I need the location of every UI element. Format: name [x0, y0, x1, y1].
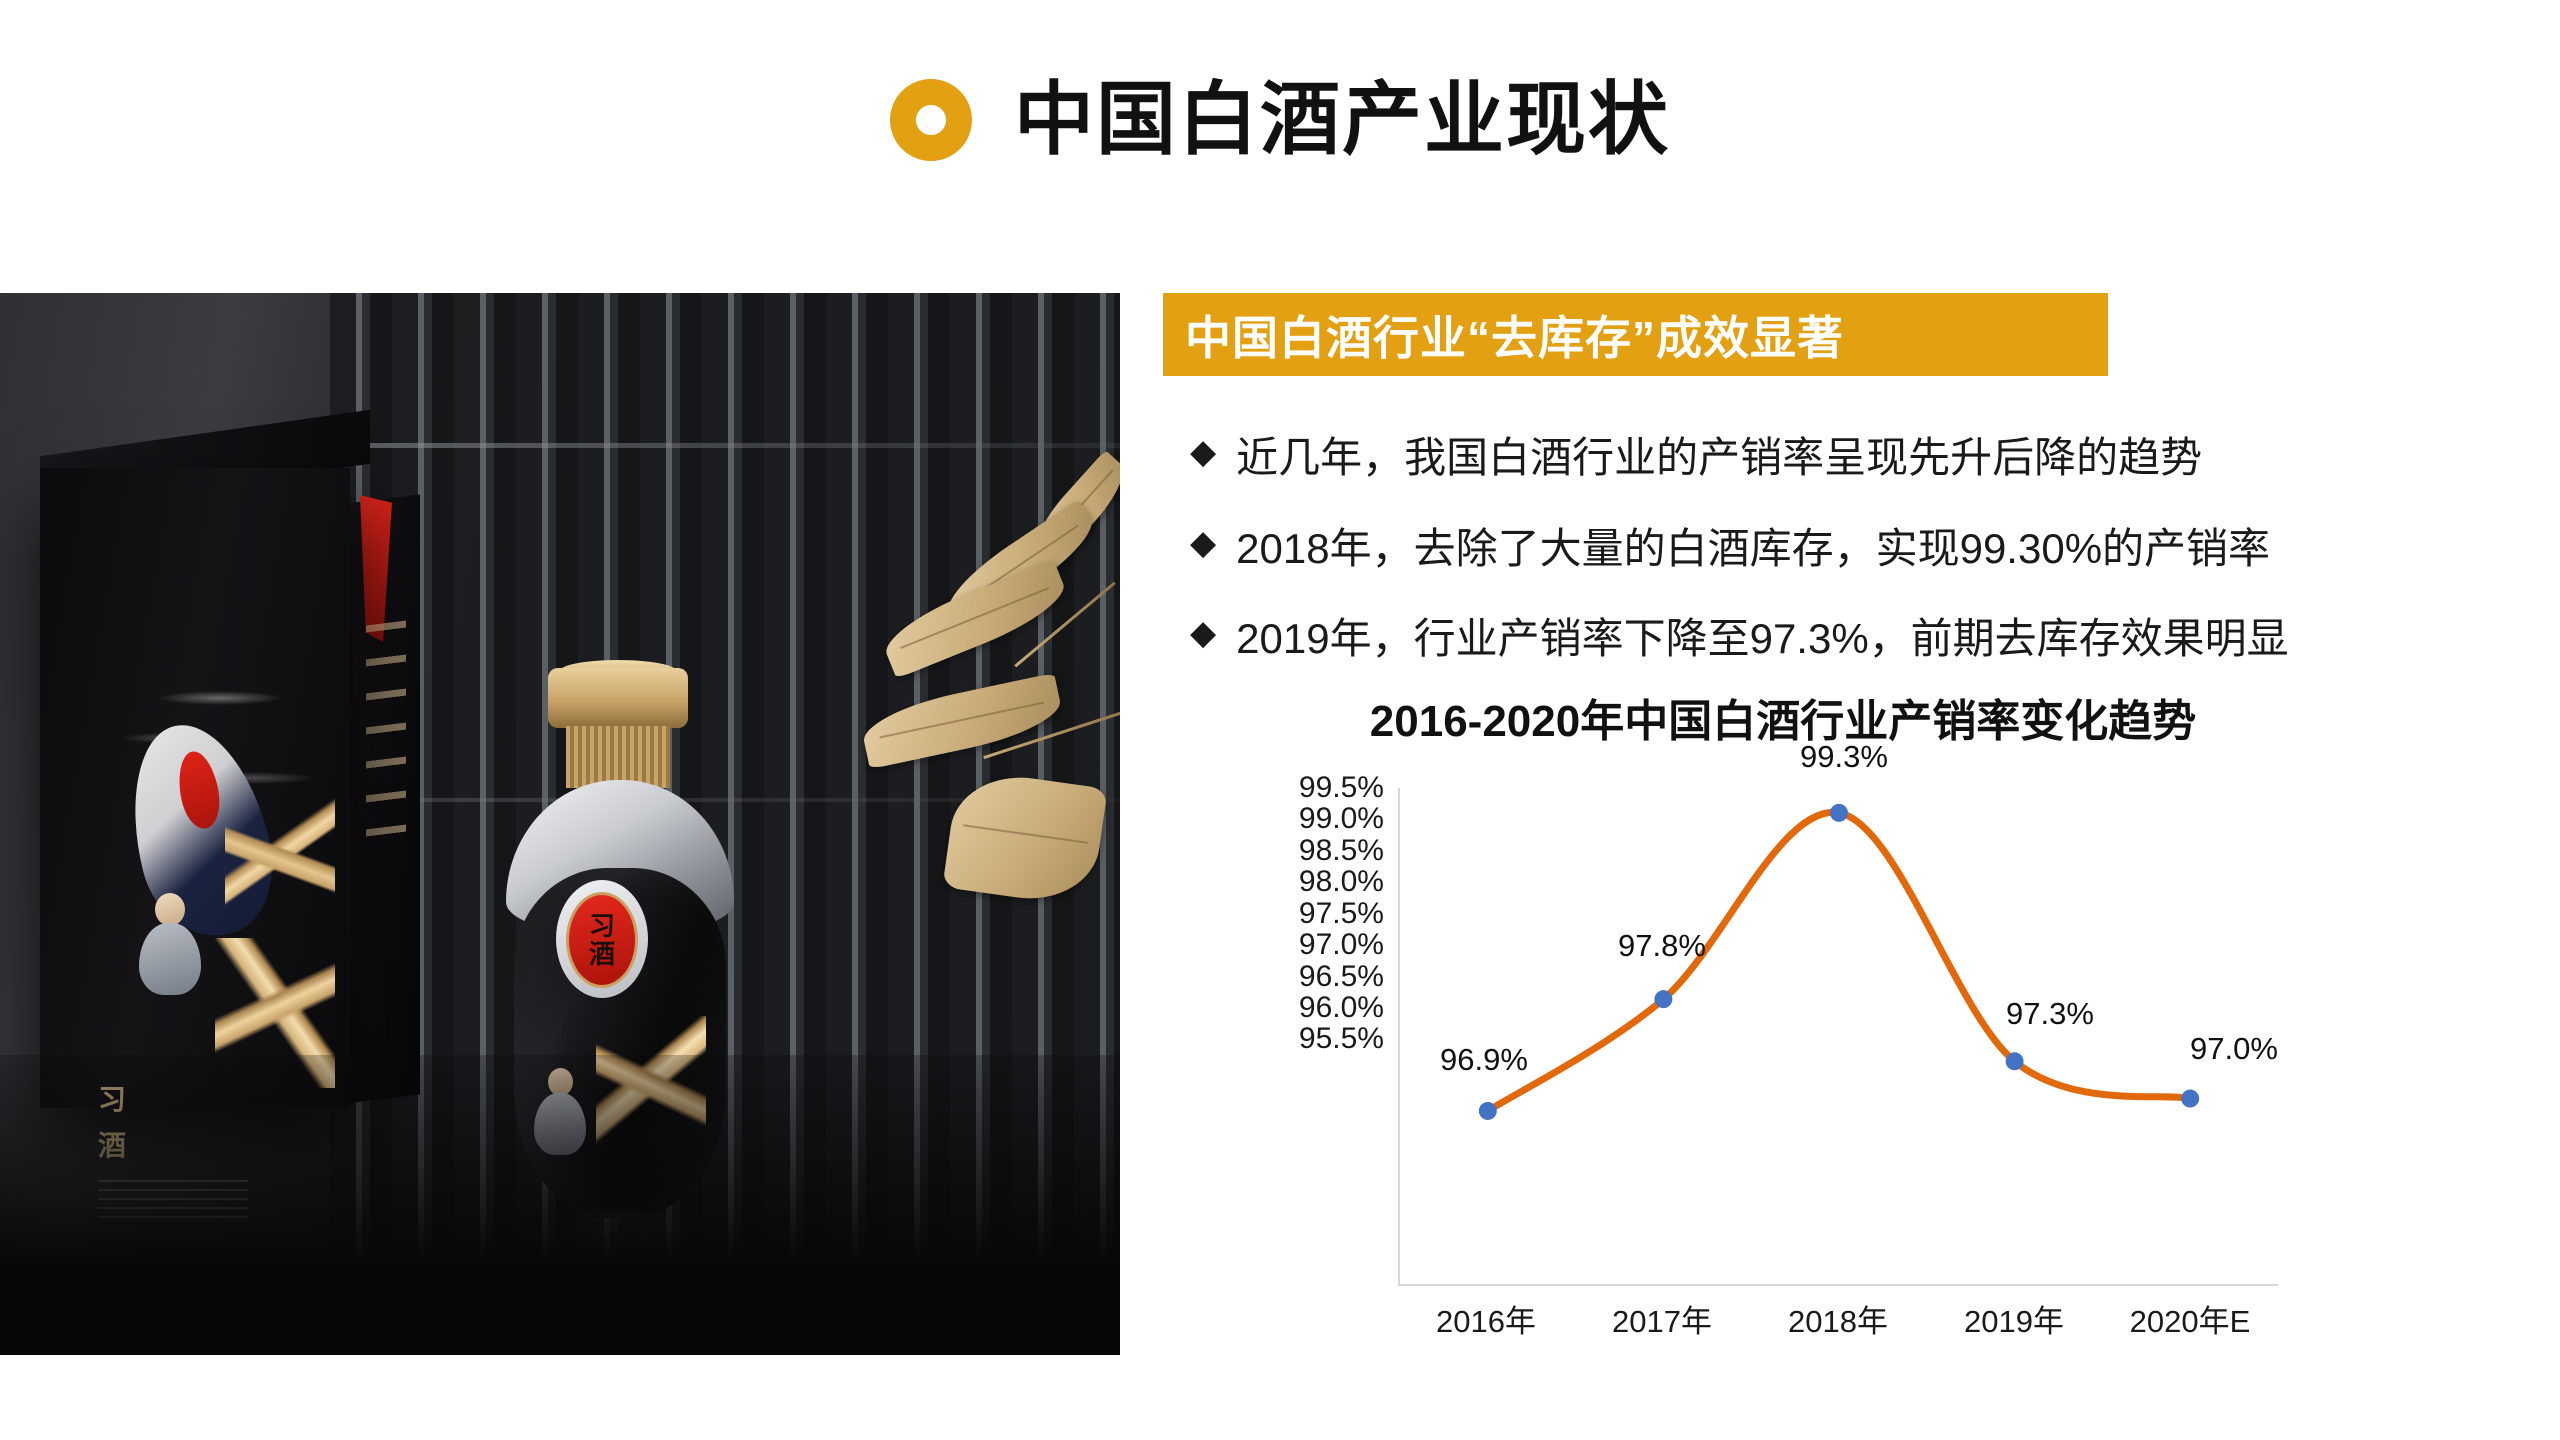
data-point-marker [1830, 803, 1848, 822]
gold-calligraphy-upper [225, 798, 335, 928]
section-banner: 中国白酒行业“去库存”成效显著 [1163, 293, 2108, 376]
bullet-text: 近几年，我国白酒行业的产销率呈现先升后降的趋势 [1236, 434, 2203, 481]
data-point-label: 96.9% [1440, 1041, 1528, 1077]
data-point-label: 99.3% [1800, 738, 1888, 774]
list-item: ◆ 2019年，行业产销率下降至97.3%，前期去库存效果明显 [1190, 613, 2520, 666]
bottle-neck [566, 726, 670, 788]
page-title-text: 中国白酒产业现状 [1014, 75, 1670, 164]
monk-figure [135, 893, 203, 1001]
x-axis-tick-label: 2016年 [1436, 1304, 1536, 1339]
x-axis-tick-label: 2019年 [1964, 1304, 2064, 1339]
bottle-red-seal: 习 酒 [566, 892, 638, 988]
y-axis-tick-label: 98.0% [1298, 865, 1384, 899]
monk-body [139, 923, 201, 995]
y-axis-tick-label: 95.5% [1298, 1022, 1384, 1056]
slat-crossbar-lower [330, 798, 1120, 802]
chart-series-svg [1478, 803, 2200, 1120]
x-axis-tick-label: 2020年E [2129, 1304, 2251, 1339]
y-axis-tick-label: 99.5% [1298, 771, 1384, 804]
diamond-bullet-icon: ◆ [1190, 433, 1217, 471]
y-axis-tick-label: 98.5% [1298, 833, 1384, 867]
ring-icon [890, 79, 972, 161]
section-banner-text: 中国白酒行业“去库存”成效显著 [1185, 311, 1844, 364]
series-markers [1478, 803, 2200, 1120]
x-axis-tick-label: 2017年 [1612, 1304, 1712, 1339]
monk-head [155, 893, 185, 926]
y-axis-tick-label: 99.0% [1298, 802, 1384, 836]
y-axis-tick-label: 96.5% [1298, 959, 1384, 993]
bullet-text: 2018年，去除了大量的白酒库存，实现99.30%的产销率 [1236, 524, 2271, 572]
bullet-list: ◆ 近几年，我国白酒行业的产销率呈现先升后降的趋势 ◆ 2018年，去除了大量的… [1190, 432, 2520, 704]
gift-box-front: 习 酒 [40, 468, 350, 1220]
data-point-marker [1654, 990, 1673, 1009]
data-point-label: 97.8% [1618, 927, 1706, 963]
data-point-label: 97.3% [2006, 995, 2094, 1031]
line-chart: 99.5% 99.0% 98.5% 98.0% 97.5% 97.0% 96.5% 96.0%… [1280, 739, 2340, 1370]
seal-char-1: 习 [588, 911, 615, 941]
y-axis-tick-label: 97.0% [1298, 928, 1384, 962]
diamond-bullet-icon: ◆ [1190, 614, 1217, 652]
diamond-bullet-icon: ◆ [1190, 523, 1217, 562]
data-point-marker [1478, 1101, 1497, 1120]
list-item: ◆ 近几年，我国白酒行业的产销率呈现先升后降的趋势 [1190, 432, 2520, 485]
page-title: 中国白酒产业现状 [0, 60, 2560, 180]
photo-floor-shadow [0, 1055, 1120, 1355]
series-line [1484, 809, 2194, 1115]
x-axis-labels: 2016年 2017年 2018年 2019年 2020年E [1398, 1296, 2278, 1356]
gift-box-side-text [366, 620, 406, 846]
y-axis-labels: 99.5% 99.0% 98.5% 98.0% 97.5% 97.0% 96.5% 96.0%… [1280, 771, 1392, 1300]
y-axis-tick-label: 97.5% [1298, 896, 1384, 930]
bottle-cap [548, 668, 688, 728]
chart-plot-area [1398, 788, 2278, 1286]
chart-title: 2016-2020年中国白酒行业产销率变化趋势 [1369, 697, 2197, 746]
bullet-text: 2019年，行业产销率下降至97.3%，前期去库存效果明显 [1236, 615, 2289, 662]
data-point-label: 97.0% [2190, 1031, 2278, 1067]
data-point-marker [2181, 1089, 2200, 1108]
seal-char-2: 酒 [588, 939, 615, 969]
list-item: ◆ 2018年，去除了大量的白酒库存，实现99.30%的产销率 [1190, 523, 2520, 576]
data-point-marker [2005, 1052, 2024, 1071]
y-axis-tick-label: 96.0% [1298, 991, 1384, 1025]
product-photo: 习 酒 习 酒 [0, 293, 1120, 1355]
slat-crossbar-upper [330, 443, 1120, 448]
x-axis-tick-label: 2018年 [1788, 1304, 1888, 1339]
